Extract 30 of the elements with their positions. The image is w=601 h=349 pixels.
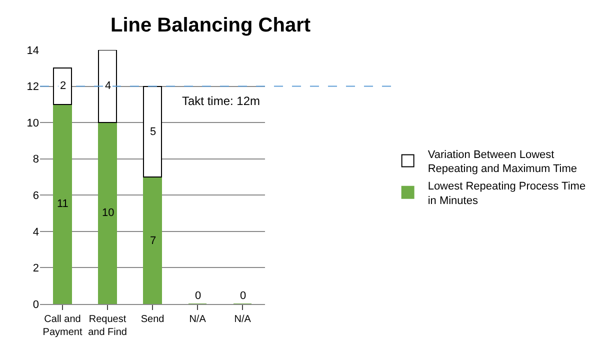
data-label: 7 [150, 235, 156, 247]
data-label: 11 [57, 198, 68, 210]
y-tick-label: 2 [32, 262, 39, 275]
chart-title: Line Balancing Chart [110, 14, 311, 36]
data-label: 4 [105, 80, 112, 92]
y-tick-label: 12 [26, 81, 39, 94]
x-tick-label: N/A [234, 314, 252, 325]
x-tick-label: Send [140, 314, 164, 325]
y-tick-label: 14 [26, 44, 39, 57]
y-tick-label: 0 [32, 298, 39, 311]
ref-line-label: Takt time: 12m [182, 94, 260, 108]
bar [98, 122, 118, 304]
data-label: 10 [102, 207, 114, 219]
x-tick-label: Request and Find [88, 314, 127, 338]
y-tick-label: 4 [32, 226, 39, 238]
data-label: 0 [240, 290, 246, 302]
bar [143, 86, 162, 178]
x-tick-label: N/A [189, 314, 206, 325]
bar [98, 50, 118, 124]
data-label: 0 [195, 290, 202, 302]
y-tick-label: 10 [26, 117, 39, 130]
legend-label: Variation Between Lowest Repeating and Maximum Time [428, 148, 578, 176]
data-label: 5 [150, 126, 156, 138]
bar [53, 104, 72, 304]
bar [143, 176, 162, 304]
y-tick-label: 6 [32, 190, 39, 202]
x-tick-label: Call and Payment [42, 314, 82, 338]
legend-label: Lowest Repeating Process Time in Minutes [428, 180, 586, 207]
data-label: 2 [60, 80, 66, 92]
y-tick-label: 8 [32, 154, 39, 166]
